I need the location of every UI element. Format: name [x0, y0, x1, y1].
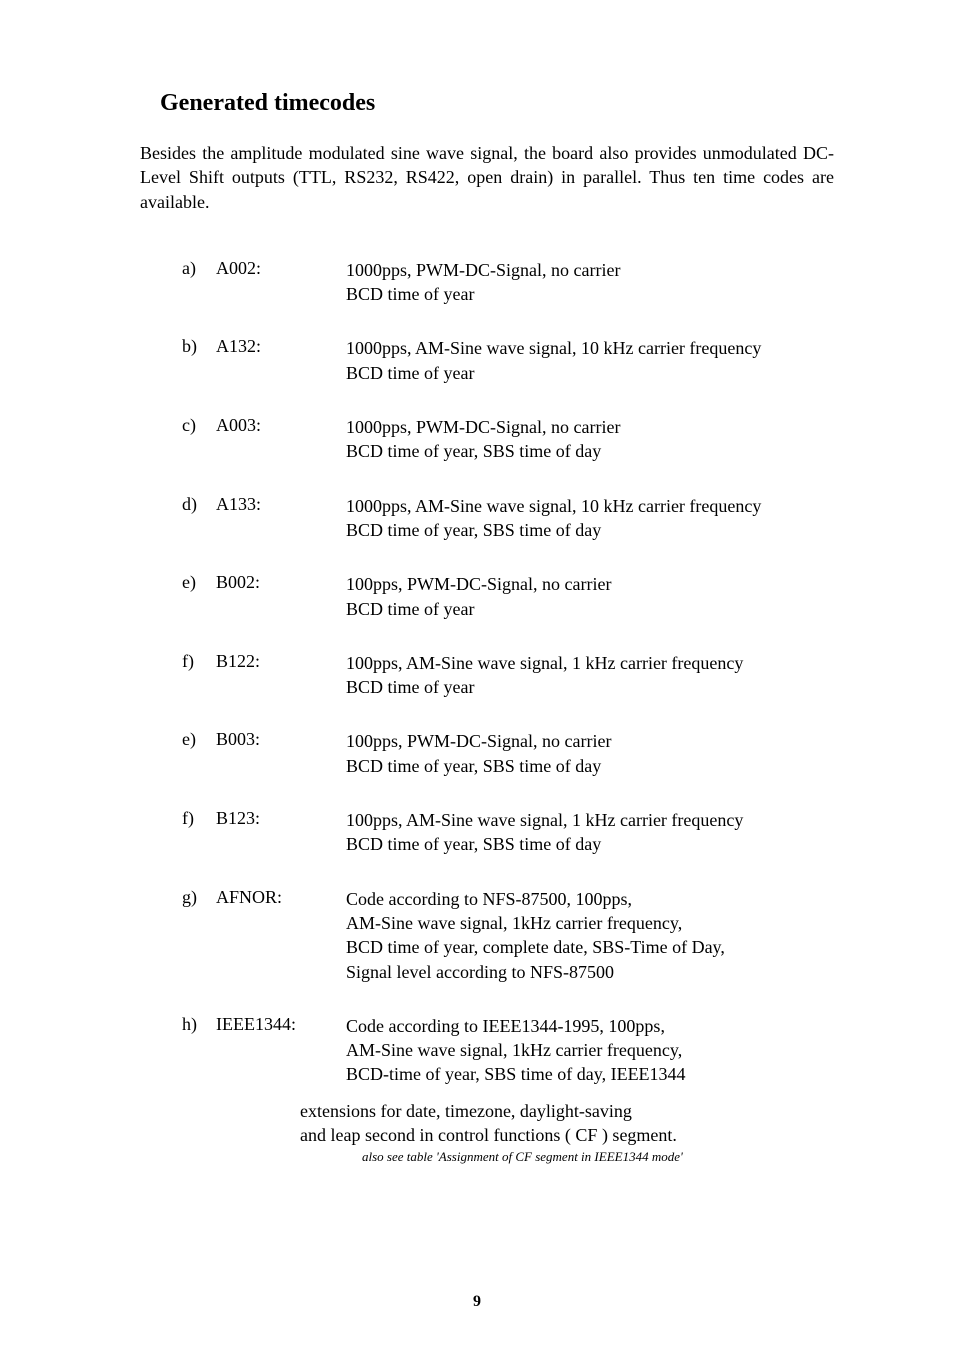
item-code: A003: — [216, 415, 346, 464]
document-page: Generated timecodes Besides the amplitud… — [0, 0, 954, 1351]
list-item: d) A133: 1000pps, AM-Sine wave signal, 1… — [182, 494, 834, 543]
item-letter: f) — [182, 651, 216, 700]
list-item: f) B123: 100pps, AM-Sine wave signal, 1 … — [182, 808, 834, 857]
item-description: 100pps, AM-Sine wave signal, 1 kHz carri… — [346, 808, 834, 857]
item-description: 1000pps, PWM-DC-Signal, no carrierBCD ti… — [346, 415, 834, 464]
item-letter: e) — [182, 729, 216, 778]
list-item: b) A132: 1000pps, AM-Sine wave signal, 1… — [182, 336, 834, 385]
item-code: B122: — [216, 651, 346, 700]
item-code: B123: — [216, 808, 346, 857]
item-code: A132: — [216, 336, 346, 385]
item-code: IEEE1344: — [216, 1014, 346, 1087]
item-letter: e) — [182, 572, 216, 621]
item-letter: h) — [182, 1014, 216, 1087]
item-code: B002: — [216, 572, 346, 621]
item-letter: b) — [182, 336, 216, 385]
intro-paragraph: Besides the amplitude modulated sine wav… — [140, 141, 834, 214]
item-code: B003: — [216, 729, 346, 778]
item-letter: f) — [182, 808, 216, 857]
item-description: Code according to NFS-87500, 100pps,AM-S… — [346, 887, 834, 984]
item-description: Code according to IEEE1344-1995, 100pps,… — [346, 1014, 834, 1087]
list-item: e) B002: 100pps, PWM-DC-Signal, no carri… — [182, 572, 834, 621]
item-code: A002: — [216, 258, 346, 307]
item-code: A133: — [216, 494, 346, 543]
section-heading: Generated timecodes — [160, 90, 834, 117]
item-description: 100pps, PWM-DC-Signal, no carrierBCD tim… — [346, 729, 834, 778]
item-letter: a) — [182, 258, 216, 307]
item-code: AFNOR: — [216, 887, 346, 984]
list-item: f) B122: 100pps, AM-Sine wave signal, 1 … — [182, 651, 834, 700]
item-letter: c) — [182, 415, 216, 464]
item-continuation: extensions for date, timezone, daylight-… — [300, 1099, 834, 1148]
item-description: 100pps, PWM-DC-Signal, no carrierBCD tim… — [346, 572, 834, 621]
page-number: 9 — [0, 1293, 954, 1311]
item-list: a) A002: 1000pps, PWM-DC-Signal, no carr… — [182, 258, 834, 1165]
list-item: a) A002: 1000pps, PWM-DC-Signal, no carr… — [182, 258, 834, 307]
list-item: e) B003: 100pps, PWM-DC-Signal, no carri… — [182, 729, 834, 778]
list-item: g) AFNOR: Code according to NFS-87500, 1… — [182, 887, 834, 984]
item-description: 100pps, AM-Sine wave signal, 1 kHz carri… — [346, 651, 834, 700]
item-letter: d) — [182, 494, 216, 543]
footnote: also see table 'Assignment of CF segment… — [362, 1149, 834, 1165]
list-item: h) IEEE1344: Code according to IEEE1344-… — [182, 1014, 834, 1087]
list-item: c) A003: 1000pps, PWM-DC-Signal, no carr… — [182, 415, 834, 464]
item-description: 1000pps, PWM-DC-Signal, no carrierBCD ti… — [346, 258, 834, 307]
item-letter: g) — [182, 887, 216, 984]
item-description: 1000pps, AM-Sine wave signal, 10 kHz car… — [346, 336, 834, 385]
item-description: 1000pps, AM-Sine wave signal, 10 kHz car… — [346, 494, 834, 543]
